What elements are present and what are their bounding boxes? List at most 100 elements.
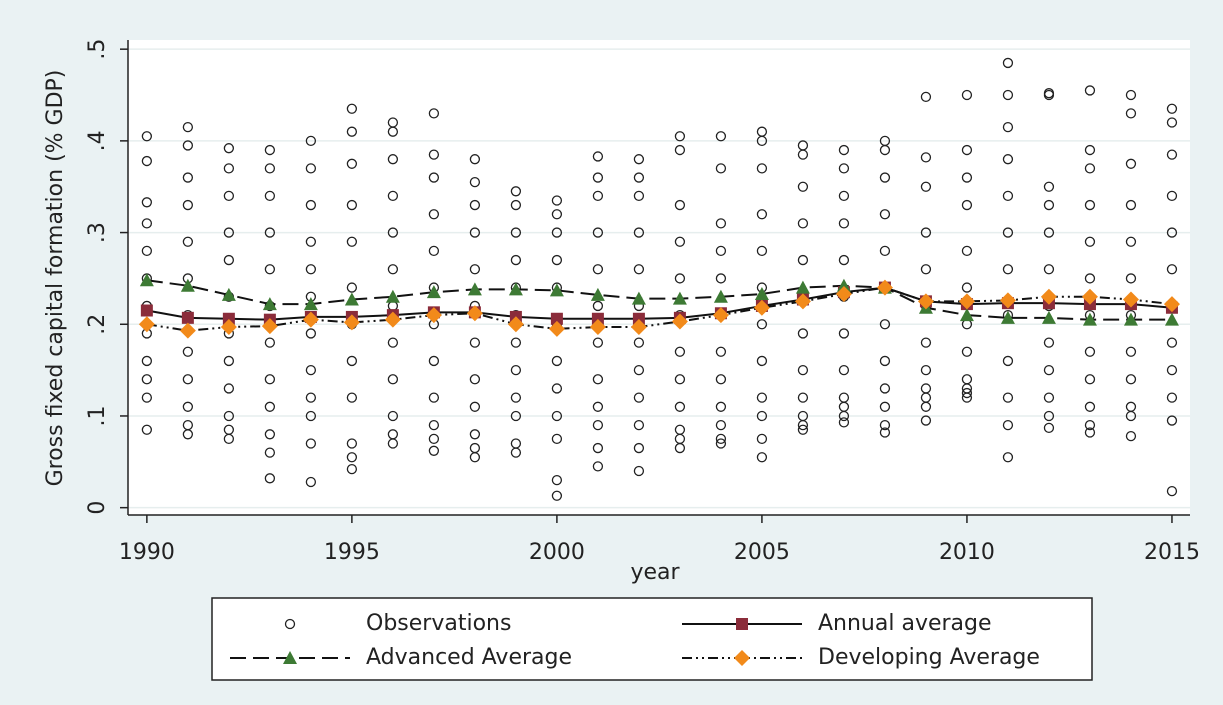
observation (1002, 419, 1014, 431)
observation (1125, 236, 1137, 247)
observation (182, 140, 194, 151)
series-marker (181, 311, 194, 324)
series-marker (1041, 310, 1056, 324)
observation (264, 401, 276, 412)
observation (510, 254, 522, 266)
observation (1125, 89, 1137, 101)
series-marker (384, 311, 401, 328)
observation (1166, 149, 1178, 160)
observation (1043, 422, 1055, 434)
observation (305, 264, 317, 275)
observation (305, 199, 317, 211)
observation (920, 181, 932, 192)
observation (551, 490, 563, 501)
observation (879, 172, 891, 183)
observation (1084, 199, 1096, 211)
series-marker (222, 312, 235, 325)
observation (305, 364, 317, 376)
series-marker (550, 312, 563, 325)
legend-marker (734, 650, 750, 666)
observation (1084, 401, 1096, 412)
observation (387, 438, 399, 449)
series-marker (343, 314, 360, 331)
observation (920, 264, 932, 275)
observation (551, 195, 563, 206)
observation (961, 387, 973, 399)
observation (674, 442, 686, 454)
series-marker (1000, 310, 1015, 324)
observation (633, 419, 645, 431)
series-marker (261, 318, 278, 335)
observation (879, 355, 891, 367)
observation (961, 144, 973, 156)
observation (551, 227, 563, 238)
observation (715, 273, 727, 284)
series-marker (507, 316, 524, 333)
series-marker (548, 320, 565, 337)
observation (756, 245, 768, 257)
observation (141, 245, 153, 257)
observation (428, 108, 440, 119)
series-marker (632, 312, 645, 325)
series-marker (1123, 312, 1138, 326)
observation (346, 392, 358, 403)
observation (1166, 117, 1178, 128)
y-tick-label: .5 (85, 39, 110, 60)
series-marker (590, 287, 605, 301)
observation (715, 131, 727, 142)
observation (879, 245, 891, 257)
observation (428, 392, 440, 403)
observation (1166, 227, 1178, 238)
observation (715, 419, 727, 431)
observation (1002, 57, 1014, 69)
observation (551, 209, 563, 220)
observation (141, 131, 153, 142)
observation (838, 144, 850, 156)
observation (223, 143, 235, 154)
legend-box (211, 597, 1093, 681)
observation (1084, 346, 1096, 357)
observation (838, 218, 850, 229)
observation (1166, 415, 1178, 426)
observation (1125, 108, 1137, 119)
observation (756, 452, 768, 463)
observation (264, 473, 276, 484)
legend-label: Developing Average (818, 645, 1040, 670)
series-marker (303, 297, 318, 311)
observation (920, 91, 932, 103)
legend-marker (283, 651, 297, 664)
observation (182, 346, 194, 357)
observation (264, 163, 276, 174)
series-line (146, 286, 1173, 321)
observation (715, 374, 727, 385)
observation (141, 355, 153, 367)
observation (961, 199, 973, 211)
observation (592, 461, 604, 472)
observation (1043, 364, 1055, 376)
observation (633, 264, 645, 275)
y-tick-label: .1 (85, 405, 110, 426)
series-marker (425, 307, 442, 324)
observation (592, 419, 604, 431)
observation (510, 410, 522, 422)
observation (1002, 392, 1014, 403)
observation (756, 392, 768, 403)
series-marker (221, 287, 236, 301)
y-tick-label: 0 (85, 501, 110, 515)
observation (469, 452, 481, 463)
observation (920, 415, 932, 426)
observation (797, 218, 809, 229)
series-marker (1164, 312, 1179, 326)
observation (1043, 89, 1055, 101)
observation (182, 374, 194, 385)
observation (1002, 355, 1014, 367)
observation (346, 282, 358, 293)
plot-area (128, 40, 1190, 515)
observation (592, 227, 604, 238)
observation (264, 429, 276, 440)
observation (920, 364, 932, 376)
observation (223, 254, 235, 266)
observation (756, 410, 768, 422)
observation (469, 374, 481, 385)
observation (633, 154, 645, 165)
